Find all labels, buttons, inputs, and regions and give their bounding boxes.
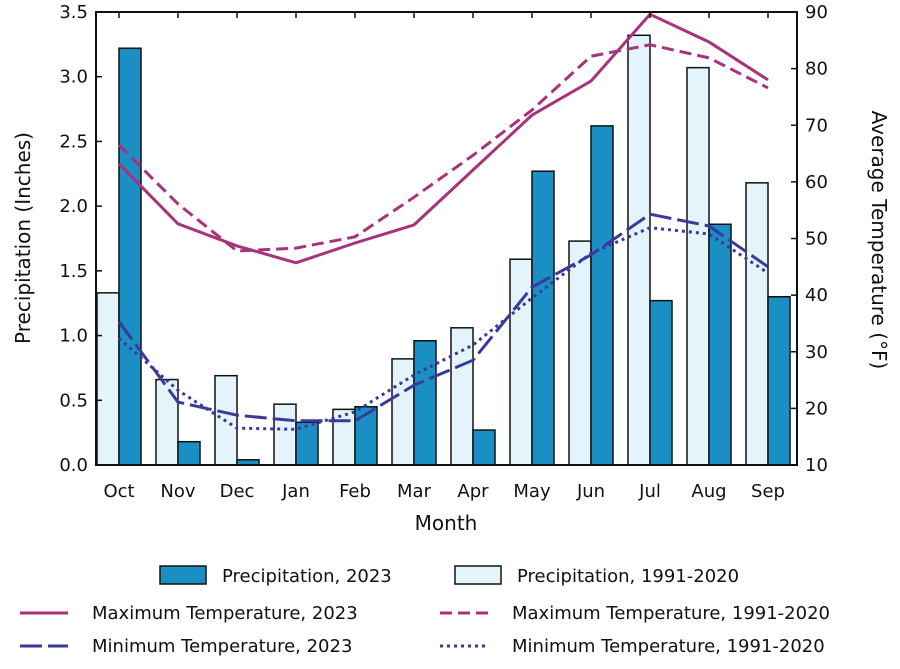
y-tick-label: 1.5: [59, 261, 88, 282]
y2-axis-label: Average Temperature (°F): [867, 111, 891, 370]
bar-normal-Apr: [450, 327, 474, 466]
bar-normal-Sep: [745, 182, 769, 466]
legend-label: Precipitation, 2023: [222, 566, 392, 587]
y-tick-label: 2.0: [59, 196, 88, 217]
y2-tick-label: 70: [805, 115, 828, 136]
legend-label: Precipitation, 1991-2020: [517, 566, 739, 587]
y2-tick-label: 50: [805, 229, 828, 250]
y-axis-label: Precipitation (Inches): [11, 132, 35, 344]
bar-normal-May: [509, 258, 533, 466]
bar-2023-Nov: [177, 440, 201, 466]
x-tick-label: Sep: [751, 481, 785, 502]
bar-normal-Jul: [627, 34, 651, 466]
x-axis-label: Month: [415, 511, 478, 535]
legend-label: Minimum Temperature, 1991-2020: [512, 636, 825, 657]
legend-label: Minimum Temperature, 2023: [92, 636, 352, 657]
line-maximum-temperature-1991-2020: [117, 43, 769, 253]
bar-normal-Feb: [332, 408, 356, 466]
x-tick-label: Nov: [160, 481, 195, 502]
bar-2023-Mar: [413, 339, 437, 466]
bar-normal-Jun: [568, 240, 592, 466]
bar-2023-Apr: [472, 429, 496, 466]
y2-tick-label: 60: [805, 172, 828, 193]
bar-2023-Aug: [708, 223, 732, 466]
legend-label: Maximum Temperature, 1991-2020: [512, 603, 830, 624]
bar-2023-Oct: [118, 47, 142, 466]
legend-swatch: [454, 565, 502, 585]
y2-tick-label: 20: [805, 398, 828, 419]
bar-normal-Oct: [96, 292, 120, 466]
x-tick-label: Jun: [576, 481, 605, 502]
y-tick-label: 1.0: [59, 326, 88, 347]
bar-normal-Nov: [155, 378, 179, 466]
y-tick-label: 3.0: [59, 67, 88, 88]
bar-2023-Jul: [649, 299, 673, 466]
x-tick-label: Aug: [691, 481, 726, 502]
legend-swatch: [159, 565, 207, 585]
line-maximum-temperature-2023: [117, 12, 769, 265]
y2-tick-label: 90: [805, 2, 828, 23]
bar-normal-Mar: [391, 358, 415, 466]
y-tick-label: 2.5: [59, 131, 88, 152]
line-minimum-temperature-2023: [117, 212, 769, 423]
bar-normal-Aug: [686, 66, 710, 466]
x-tick-label: Oct: [103, 481, 134, 502]
x-tick-label: Dec: [220, 481, 255, 502]
x-tick-label: Jul: [638, 481, 661, 502]
x-tick-label: Jan: [281, 481, 310, 502]
y-tick-label: 0.0: [59, 455, 88, 476]
x-tick-label: Feb: [339, 481, 371, 502]
bar-2023-May: [531, 170, 555, 466]
line-minimum-temperature-1991-2020: [118, 226, 769, 431]
bar-2023-Jun: [590, 125, 614, 466]
y2-tick-label: 80: [805, 59, 828, 80]
x-tick-label: May: [513, 481, 551, 502]
y2-tick-label: 10: [805, 455, 828, 476]
x-tick-label: Apr: [457, 481, 489, 502]
bar-2023-Sep: [767, 295, 791, 466]
y-tick-label: 3.5: [59, 2, 88, 23]
x-tick-label: Mar: [397, 481, 432, 502]
bar-normal-Jan: [273, 403, 297, 466]
y2-tick-label: 40: [805, 285, 828, 306]
legend-label: Maximum Temperature, 2023: [92, 603, 358, 624]
y2-tick-label: 30: [805, 342, 828, 363]
y-tick-label: 0.5: [59, 390, 88, 411]
